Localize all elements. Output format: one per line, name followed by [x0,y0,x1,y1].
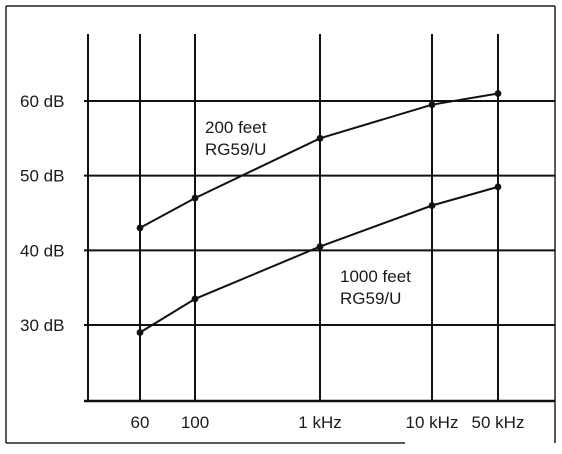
x-tick-label: 100 [181,413,209,432]
series-label: 200 feet [205,118,267,137]
x-tick-label: 10 kHz [406,413,459,432]
data-point [428,202,436,209]
x-tick-label: 60 [131,413,150,432]
data-point [494,183,502,191]
data-point [191,194,199,202]
y-tick-label: 60 dB [20,92,64,111]
y-tick-label: 30 dB [20,316,64,335]
series-label: RG59/U [205,140,266,159]
data-point [191,295,199,303]
x-tick-label: 50 kHz [472,413,525,432]
data-point [136,329,144,336]
y-tick-label: 40 dB [20,241,64,260]
series-label: RG59/U [340,289,401,308]
data-point [136,224,144,232]
x-tick-label: 1 kHz [298,413,341,432]
data-point [428,101,436,109]
data-point [316,243,324,251]
data-point [494,90,502,97]
y-tick-label: 50 dB [20,167,64,186]
data-point [316,134,324,142]
series-label: 1000 feet [340,267,411,286]
